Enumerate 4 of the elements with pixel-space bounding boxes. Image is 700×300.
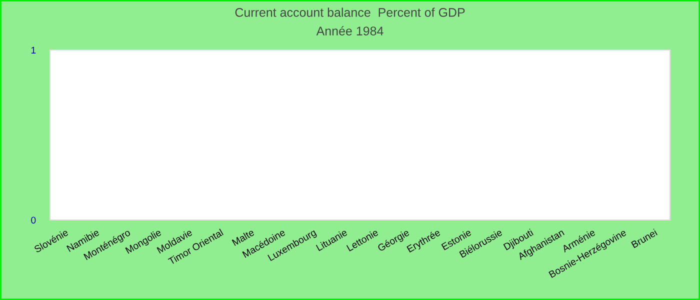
- y-tick-label: 0: [31, 216, 36, 224]
- chart-title: Current account balance Percent of GDP: [235, 8, 465, 17]
- y-tick-label: 1: [31, 46, 36, 54]
- chart-subtitle: Année 1984: [316, 26, 384, 36]
